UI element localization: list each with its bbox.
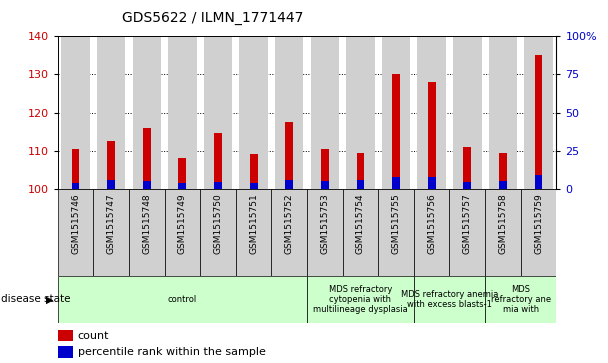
Text: ▶: ▶: [46, 294, 54, 305]
Text: disease state: disease state: [1, 294, 71, 305]
Bar: [463, 147, 471, 189]
Text: GSM1515759: GSM1515759: [534, 193, 543, 254]
Bar: [143, 181, 151, 189]
Text: GSM1515752: GSM1515752: [285, 193, 294, 254]
Text: GSM1515746: GSM1515746: [71, 193, 80, 254]
Text: GSM1515756: GSM1515756: [427, 193, 436, 254]
Bar: [463, 182, 471, 189]
Bar: [485, 189, 520, 276]
Bar: [356, 152, 364, 189]
Text: MDS
refractory ane
mia with: MDS refractory ane mia with: [491, 285, 551, 314]
Bar: [58, 330, 73, 341]
Text: GSM1515755: GSM1515755: [392, 193, 401, 254]
Bar: [285, 180, 293, 189]
Bar: [165, 189, 200, 276]
Bar: [58, 276, 307, 323]
Bar: [58, 189, 94, 276]
Bar: [378, 189, 414, 276]
Bar: [61, 36, 90, 189]
Text: GSM1515753: GSM1515753: [320, 193, 330, 254]
Bar: [382, 36, 410, 189]
Bar: [58, 346, 73, 358]
Bar: [275, 36, 303, 189]
Bar: [418, 36, 446, 189]
Text: GSM1515749: GSM1515749: [178, 193, 187, 254]
Bar: [428, 178, 435, 189]
Bar: [346, 36, 375, 189]
Bar: [534, 175, 542, 189]
Bar: [236, 189, 271, 276]
Bar: [214, 134, 222, 189]
Bar: [200, 189, 236, 276]
Bar: [311, 36, 339, 189]
Bar: [343, 189, 378, 276]
Text: count: count: [78, 331, 109, 341]
Bar: [179, 183, 186, 189]
Bar: [285, 122, 293, 189]
Text: GDS5622 / ILMN_1771447: GDS5622 / ILMN_1771447: [122, 11, 303, 25]
Bar: [534, 55, 542, 189]
Bar: [321, 149, 329, 189]
Bar: [499, 181, 507, 189]
Bar: [392, 74, 400, 189]
Bar: [453, 36, 482, 189]
Text: GSM1515750: GSM1515750: [213, 193, 223, 254]
Bar: [307, 276, 414, 323]
Bar: [240, 36, 268, 189]
Bar: [72, 149, 80, 189]
Bar: [143, 128, 151, 189]
Bar: [485, 276, 556, 323]
Bar: [321, 181, 329, 189]
Bar: [107, 180, 115, 189]
Bar: [107, 141, 115, 189]
Bar: [168, 36, 196, 189]
Text: GSM1515747: GSM1515747: [106, 193, 116, 254]
Bar: [414, 189, 449, 276]
Bar: [428, 82, 435, 189]
Bar: [179, 158, 186, 189]
Bar: [524, 36, 553, 189]
Bar: [214, 182, 222, 189]
Bar: [392, 176, 400, 189]
Text: GSM1515751: GSM1515751: [249, 193, 258, 254]
Bar: [489, 36, 517, 189]
Text: MDS refractory
cytopenia with
multilineage dysplasia: MDS refractory cytopenia with multilinea…: [313, 285, 408, 314]
Bar: [271, 189, 307, 276]
Bar: [129, 189, 165, 276]
Bar: [499, 152, 507, 189]
Bar: [520, 189, 556, 276]
Bar: [97, 36, 125, 189]
Bar: [307, 189, 343, 276]
Text: GSM1515748: GSM1515748: [142, 193, 151, 254]
Bar: [204, 36, 232, 189]
Bar: [250, 183, 258, 189]
Text: control: control: [168, 295, 197, 304]
Bar: [356, 180, 364, 189]
Text: percentile rank within the sample: percentile rank within the sample: [78, 347, 266, 357]
Text: MDS refractory anemia
with excess blasts-1: MDS refractory anemia with excess blasts…: [401, 290, 498, 309]
Text: GSM1515757: GSM1515757: [463, 193, 472, 254]
Text: GSM1515758: GSM1515758: [499, 193, 508, 254]
Text: GSM1515754: GSM1515754: [356, 193, 365, 254]
Bar: [72, 183, 80, 189]
Bar: [250, 155, 258, 189]
Bar: [449, 189, 485, 276]
Bar: [133, 36, 161, 189]
Bar: [414, 276, 485, 323]
Bar: [94, 189, 129, 276]
